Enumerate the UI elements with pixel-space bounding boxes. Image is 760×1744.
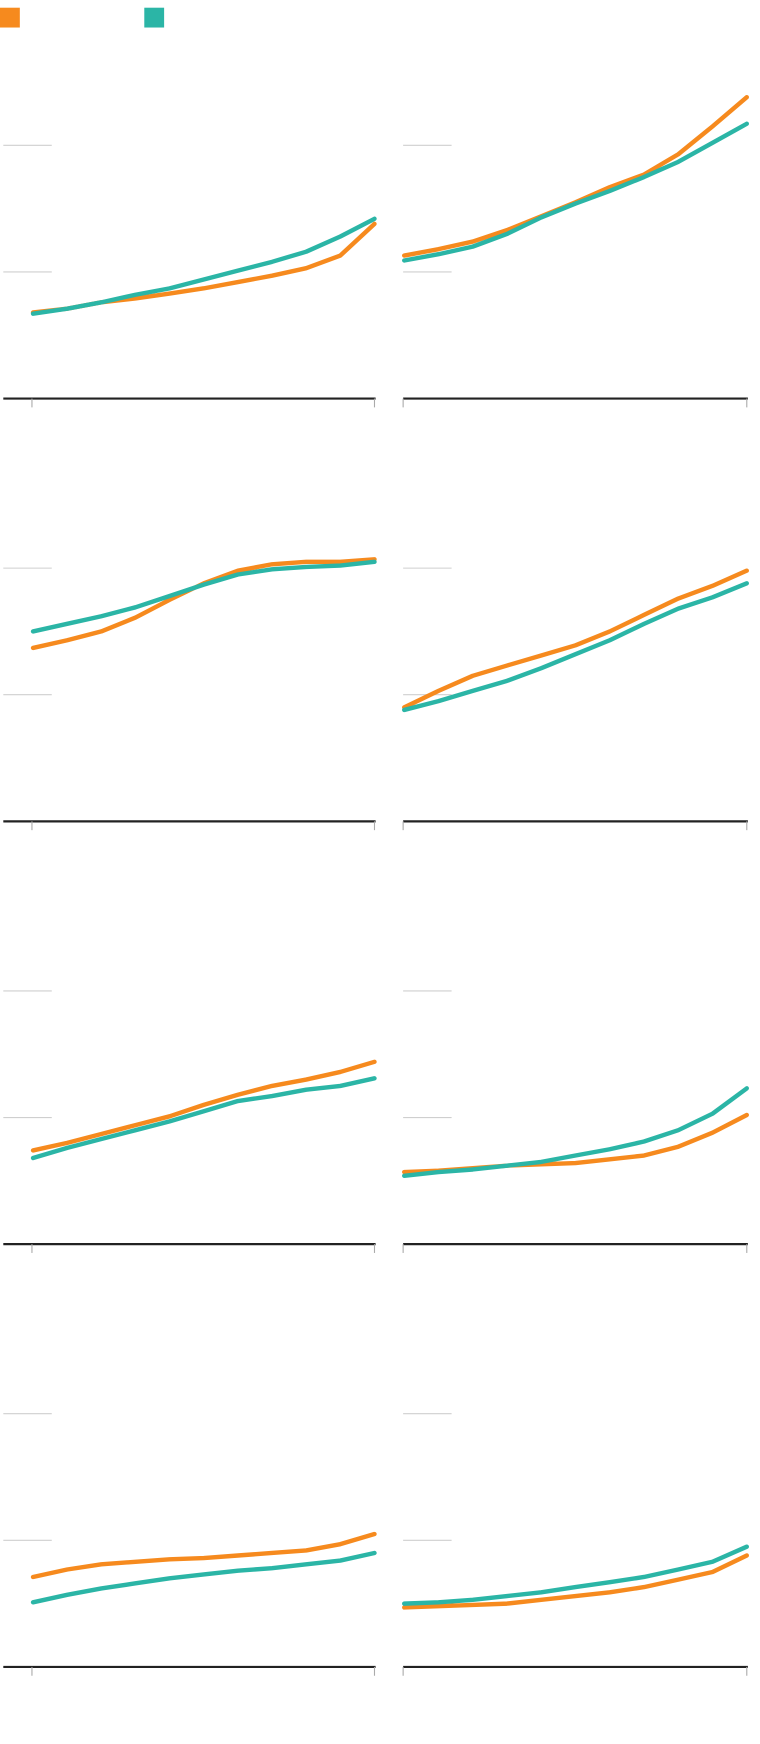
series-line <box>402 1553 749 1610</box>
series-line <box>30 1531 377 1580</box>
series-line <box>30 1059 377 1153</box>
legend-swatch <box>0 7 20 28</box>
series-line <box>30 216 377 316</box>
series-line <box>30 1550 377 1605</box>
legend-swatch <box>144 7 165 28</box>
series-line <box>402 1544 749 1606</box>
series-line <box>30 1076 377 1161</box>
series-line <box>402 1086 749 1178</box>
series-line <box>402 568 749 710</box>
series-line <box>402 581 749 713</box>
series-line <box>402 121 749 263</box>
series-line <box>30 557 377 651</box>
series-line <box>30 221 377 315</box>
series-line <box>30 559 377 634</box>
series-line <box>402 95 749 258</box>
